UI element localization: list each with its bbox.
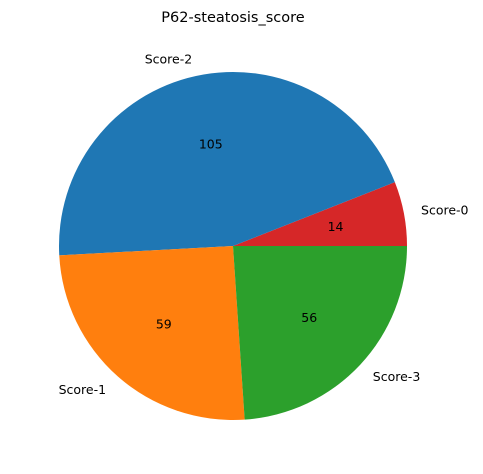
pie-slice-score-0 [233, 182, 407, 246]
pie-slice-score-1 [59, 246, 245, 421]
pie-slices [58, 71, 407, 421]
pie-slice-score-3 [233, 246, 407, 420]
slice-value-score-3: 56 [301, 310, 317, 325]
slice-label-score-3: Score-3 [373, 369, 420, 384]
slice-value-score-0: 14 [328, 219, 344, 234]
slice-value-score-1: 59 [156, 317, 172, 332]
pie-labels: 14 Score-0 105 Score-2 59 Score-1 56 Score-3 [59, 51, 469, 396]
pie-slice-score-2 [58, 71, 395, 256]
slice-label-score-0: Score-0 [421, 203, 469, 218]
slice-label-score-1: Score-1 [59, 382, 106, 397]
slice-label-score-2: Score-2 [145, 51, 192, 66]
slice-value-score-2: 105 [199, 136, 223, 151]
chart-title: P62-steatosis_score [161, 10, 304, 26]
